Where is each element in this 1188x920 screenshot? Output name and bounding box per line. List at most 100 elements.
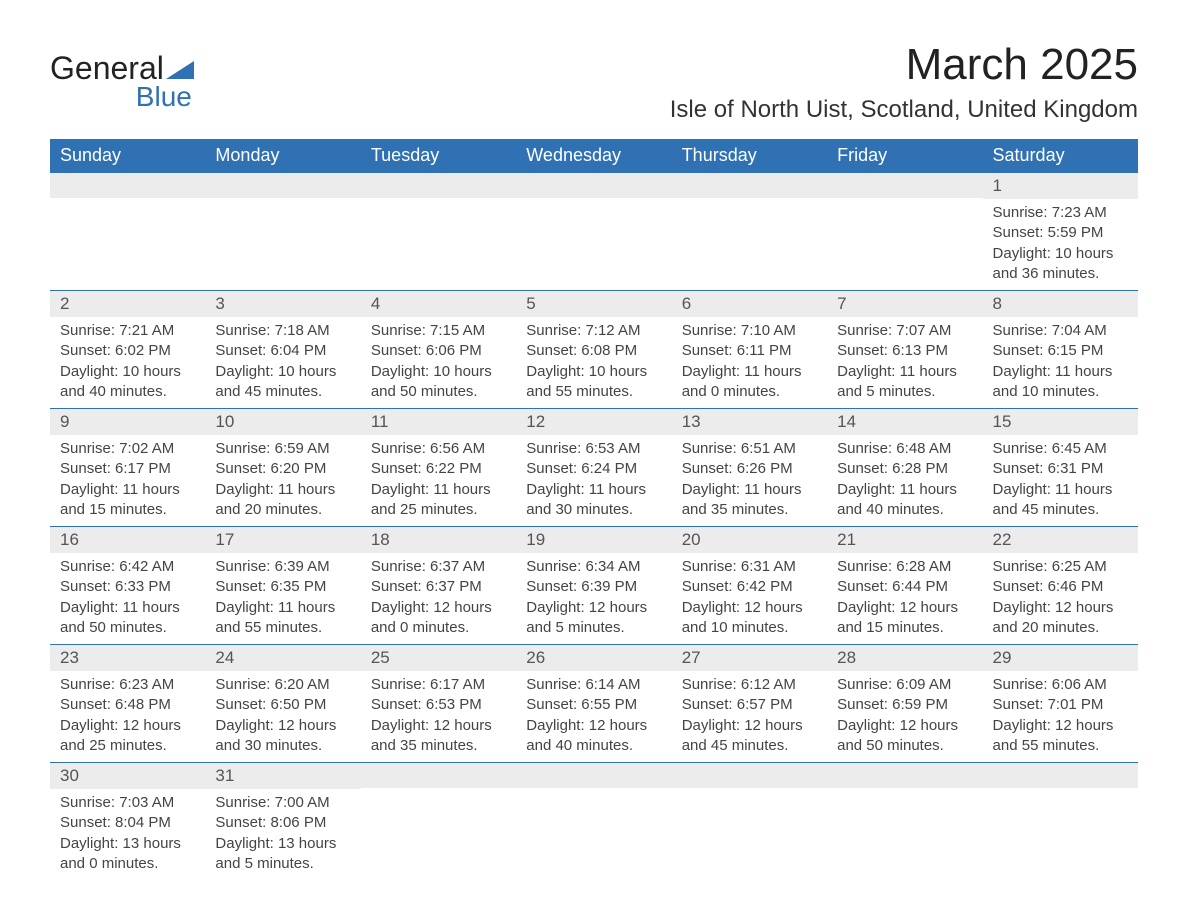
sunrise-line: Sunrise: 6:56 AM bbox=[371, 439, 506, 459]
day-body: Sunrise: 7:04 AMSunset: 6:15 PMDaylight:… bbox=[983, 317, 1138, 408]
calendar-day-cell: 5Sunrise: 7:12 AMSunset: 6:08 PMDaylight… bbox=[516, 291, 671, 409]
calendar-empty-cell bbox=[983, 763, 1138, 881]
calendar-day-cell: 11Sunrise: 6:56 AMSunset: 6:22 PMDayligh… bbox=[361, 409, 516, 527]
weekday-header: Tuesday bbox=[361, 139, 516, 173]
daylight-line: Daylight: 12 hours and 55 minutes. bbox=[993, 716, 1128, 757]
calendar-day-cell: 15Sunrise: 6:45 AMSunset: 6:31 PMDayligh… bbox=[983, 409, 1138, 527]
day-number bbox=[516, 173, 671, 198]
calendar-day-cell: 1Sunrise: 7:23 AMSunset: 5:59 PMDaylight… bbox=[983, 173, 1138, 291]
sunrise-line: Sunrise: 6:53 AM bbox=[526, 439, 661, 459]
sunset-line: Sunset: 6:06 PM bbox=[371, 341, 506, 361]
day-body bbox=[827, 198, 982, 208]
sunset-line: Sunset: 6:35 PM bbox=[215, 577, 350, 597]
sunrise-line: Sunrise: 7:12 AM bbox=[526, 321, 661, 341]
day-number: 14 bbox=[827, 409, 982, 435]
sunset-line: Sunset: 6:24 PM bbox=[526, 459, 661, 479]
day-number bbox=[672, 763, 827, 788]
calendar-empty-cell bbox=[827, 763, 982, 881]
weekday-header-row: SundayMondayTuesdayWednesdayThursdayFrid… bbox=[50, 139, 1138, 173]
day-number: 13 bbox=[672, 409, 827, 435]
calendar-day-cell: 24Sunrise: 6:20 AMSunset: 6:50 PMDayligh… bbox=[205, 645, 360, 763]
calendar-day-cell: 8Sunrise: 7:04 AMSunset: 6:15 PMDaylight… bbox=[983, 291, 1138, 409]
day-number bbox=[672, 173, 827, 198]
calendar-head: SundayMondayTuesdayWednesdayThursdayFrid… bbox=[50, 139, 1138, 173]
day-number: 27 bbox=[672, 645, 827, 671]
day-body: Sunrise: 7:03 AMSunset: 8:04 PMDaylight:… bbox=[50, 789, 205, 880]
sunset-line: Sunset: 6:17 PM bbox=[60, 459, 195, 479]
day-number: 28 bbox=[827, 645, 982, 671]
day-body bbox=[983, 788, 1138, 798]
sunrise-line: Sunrise: 6:25 AM bbox=[993, 557, 1128, 577]
day-body: Sunrise: 7:15 AMSunset: 6:06 PMDaylight:… bbox=[361, 317, 516, 408]
sunrise-line: Sunrise: 6:39 AM bbox=[215, 557, 350, 577]
daylight-line: Daylight: 12 hours and 30 minutes. bbox=[215, 716, 350, 757]
day-number: 21 bbox=[827, 527, 982, 553]
calendar-empty-cell bbox=[827, 173, 982, 291]
sunset-line: Sunset: 6:39 PM bbox=[526, 577, 661, 597]
calendar-empty-cell bbox=[205, 173, 360, 291]
weekday-header: Sunday bbox=[50, 139, 205, 173]
sunset-line: Sunset: 7:01 PM bbox=[993, 695, 1128, 715]
daylight-line: Daylight: 12 hours and 20 minutes. bbox=[993, 598, 1128, 639]
sunrise-line: Sunrise: 6:06 AM bbox=[993, 675, 1128, 695]
day-number: 10 bbox=[205, 409, 360, 435]
title-block: March 2025 Isle of North Uist, Scotland,… bbox=[670, 40, 1138, 124]
location-subtitle: Isle of North Uist, Scotland, United Kin… bbox=[670, 96, 1138, 124]
day-number bbox=[361, 763, 516, 788]
day-body bbox=[205, 198, 360, 208]
calendar-day-cell: 10Sunrise: 6:59 AMSunset: 6:20 PMDayligh… bbox=[205, 409, 360, 527]
day-body: Sunrise: 6:12 AMSunset: 6:57 PMDaylight:… bbox=[672, 671, 827, 762]
daylight-line: Daylight: 12 hours and 50 minutes. bbox=[837, 716, 972, 757]
sunrise-line: Sunrise: 7:18 AM bbox=[215, 321, 350, 341]
day-body: Sunrise: 6:25 AMSunset: 6:46 PMDaylight:… bbox=[983, 553, 1138, 644]
day-number: 30 bbox=[50, 763, 205, 789]
sunrise-line: Sunrise: 7:04 AM bbox=[993, 321, 1128, 341]
day-body: Sunrise: 6:45 AMSunset: 6:31 PMDaylight:… bbox=[983, 435, 1138, 526]
day-number: 3 bbox=[205, 291, 360, 317]
sunset-line: Sunset: 6:04 PM bbox=[215, 341, 350, 361]
sunrise-line: Sunrise: 7:07 AM bbox=[837, 321, 972, 341]
calendar-week-row: 9Sunrise: 7:02 AMSunset: 6:17 PMDaylight… bbox=[50, 409, 1138, 527]
weekday-header: Friday bbox=[827, 139, 982, 173]
daylight-line: Daylight: 13 hours and 5 minutes. bbox=[215, 834, 350, 875]
day-number: 7 bbox=[827, 291, 982, 317]
day-number: 17 bbox=[205, 527, 360, 553]
month-title: March 2025 bbox=[670, 40, 1138, 90]
calendar-day-cell: 6Sunrise: 7:10 AMSunset: 6:11 PMDaylight… bbox=[672, 291, 827, 409]
daylight-line: Daylight: 11 hours and 45 minutes. bbox=[993, 480, 1128, 521]
day-body: Sunrise: 7:00 AMSunset: 8:06 PMDaylight:… bbox=[205, 789, 360, 880]
daylight-line: Daylight: 11 hours and 40 minutes. bbox=[837, 480, 972, 521]
day-body: Sunrise: 6:51 AMSunset: 6:26 PMDaylight:… bbox=[672, 435, 827, 526]
daylight-line: Daylight: 12 hours and 0 minutes. bbox=[371, 598, 506, 639]
sunset-line: Sunset: 6:11 PM bbox=[682, 341, 817, 361]
day-body: Sunrise: 6:34 AMSunset: 6:39 PMDaylight:… bbox=[516, 553, 671, 644]
sunset-line: Sunset: 8:04 PM bbox=[60, 813, 195, 833]
daylight-line: Daylight: 11 hours and 15 minutes. bbox=[60, 480, 195, 521]
sunset-line: Sunset: 5:59 PM bbox=[993, 223, 1128, 243]
calendar-day-cell: 22Sunrise: 6:25 AMSunset: 6:46 PMDayligh… bbox=[983, 527, 1138, 645]
day-body: Sunrise: 6:42 AMSunset: 6:33 PMDaylight:… bbox=[50, 553, 205, 644]
sunrise-line: Sunrise: 6:20 AM bbox=[215, 675, 350, 695]
daylight-line: Daylight: 11 hours and 50 minutes. bbox=[60, 598, 195, 639]
daylight-line: Daylight: 11 hours and 55 minutes. bbox=[215, 598, 350, 639]
daylight-line: Daylight: 13 hours and 0 minutes. bbox=[60, 834, 195, 875]
day-body bbox=[516, 198, 671, 208]
calendar-day-cell: 14Sunrise: 6:48 AMSunset: 6:28 PMDayligh… bbox=[827, 409, 982, 527]
day-body: Sunrise: 6:06 AMSunset: 7:01 PMDaylight:… bbox=[983, 671, 1138, 762]
day-body bbox=[827, 788, 982, 798]
day-number: 16 bbox=[50, 527, 205, 553]
daylight-line: Daylight: 12 hours and 25 minutes. bbox=[60, 716, 195, 757]
sunset-line: Sunset: 6:55 PM bbox=[526, 695, 661, 715]
calendar-day-cell: 23Sunrise: 6:23 AMSunset: 6:48 PMDayligh… bbox=[50, 645, 205, 763]
sunset-line: Sunset: 6:08 PM bbox=[526, 341, 661, 361]
day-body: Sunrise: 6:20 AMSunset: 6:50 PMDaylight:… bbox=[205, 671, 360, 762]
calendar-day-cell: 20Sunrise: 6:31 AMSunset: 6:42 PMDayligh… bbox=[672, 527, 827, 645]
day-body: Sunrise: 7:23 AMSunset: 5:59 PMDaylight:… bbox=[983, 199, 1138, 290]
calendar-week-row: 2Sunrise: 7:21 AMSunset: 6:02 PMDaylight… bbox=[50, 291, 1138, 409]
sunrise-line: Sunrise: 6:45 AM bbox=[993, 439, 1128, 459]
calendar-day-cell: 3Sunrise: 7:18 AMSunset: 6:04 PMDaylight… bbox=[205, 291, 360, 409]
sunrise-line: Sunrise: 6:23 AM bbox=[60, 675, 195, 695]
sunset-line: Sunset: 6:26 PM bbox=[682, 459, 817, 479]
day-number: 20 bbox=[672, 527, 827, 553]
day-body bbox=[50, 198, 205, 208]
